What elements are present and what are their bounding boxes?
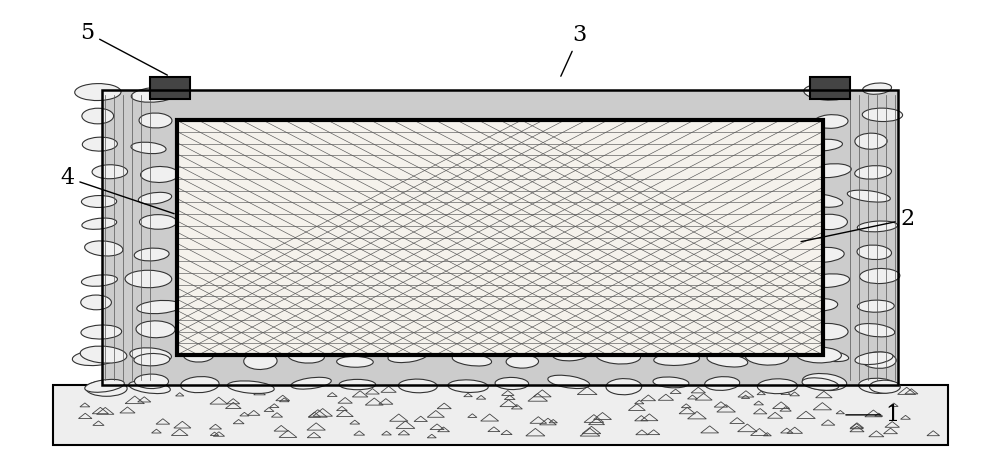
- Ellipse shape: [92, 165, 128, 179]
- Ellipse shape: [134, 248, 169, 261]
- Ellipse shape: [553, 349, 588, 361]
- Ellipse shape: [130, 348, 171, 363]
- Ellipse shape: [804, 84, 850, 100]
- Ellipse shape: [809, 164, 851, 178]
- Bar: [810, 77, 850, 99]
- Text: 2: 2: [801, 208, 915, 242]
- Ellipse shape: [82, 218, 117, 229]
- Bar: [102, 90, 898, 385]
- Ellipse shape: [75, 83, 121, 101]
- Ellipse shape: [847, 190, 890, 202]
- Ellipse shape: [81, 275, 117, 286]
- Ellipse shape: [803, 299, 838, 311]
- Ellipse shape: [134, 374, 169, 389]
- Ellipse shape: [134, 354, 170, 366]
- Ellipse shape: [869, 380, 900, 393]
- Ellipse shape: [398, 379, 437, 393]
- Ellipse shape: [802, 374, 847, 391]
- Ellipse shape: [82, 137, 117, 151]
- Ellipse shape: [857, 221, 898, 232]
- Ellipse shape: [653, 377, 689, 388]
- Ellipse shape: [855, 323, 895, 337]
- Ellipse shape: [596, 348, 641, 364]
- Ellipse shape: [855, 165, 891, 179]
- Bar: [102, 90, 898, 385]
- Ellipse shape: [548, 375, 590, 389]
- Ellipse shape: [388, 349, 428, 363]
- Ellipse shape: [137, 301, 181, 314]
- Ellipse shape: [707, 354, 748, 367]
- Ellipse shape: [139, 215, 177, 229]
- Ellipse shape: [859, 378, 897, 393]
- Ellipse shape: [862, 108, 903, 122]
- Ellipse shape: [139, 113, 172, 128]
- Ellipse shape: [452, 354, 492, 366]
- Ellipse shape: [807, 274, 850, 288]
- Ellipse shape: [141, 166, 179, 183]
- Ellipse shape: [807, 350, 849, 362]
- Ellipse shape: [244, 353, 277, 370]
- Ellipse shape: [339, 379, 376, 390]
- Ellipse shape: [81, 295, 111, 310]
- Ellipse shape: [798, 194, 843, 207]
- Ellipse shape: [227, 381, 274, 393]
- Bar: [177, 120, 823, 355]
- Ellipse shape: [757, 379, 797, 394]
- Ellipse shape: [796, 347, 841, 363]
- Ellipse shape: [72, 351, 116, 366]
- Ellipse shape: [81, 325, 122, 339]
- Ellipse shape: [129, 381, 170, 394]
- Ellipse shape: [807, 323, 848, 340]
- Ellipse shape: [801, 139, 842, 151]
- Ellipse shape: [495, 377, 529, 390]
- Ellipse shape: [337, 356, 373, 367]
- Ellipse shape: [855, 352, 893, 364]
- Ellipse shape: [288, 349, 324, 363]
- Ellipse shape: [448, 380, 488, 392]
- Text: 3: 3: [561, 24, 587, 76]
- Ellipse shape: [131, 142, 166, 154]
- Text: 5: 5: [80, 22, 167, 75]
- Ellipse shape: [85, 241, 123, 256]
- Bar: [150, 77, 190, 99]
- Ellipse shape: [291, 377, 331, 389]
- Ellipse shape: [86, 381, 127, 396]
- Ellipse shape: [857, 300, 894, 312]
- Ellipse shape: [811, 214, 847, 230]
- Ellipse shape: [136, 321, 175, 338]
- Ellipse shape: [802, 247, 844, 262]
- Ellipse shape: [138, 192, 172, 204]
- Ellipse shape: [862, 352, 896, 368]
- Ellipse shape: [802, 378, 839, 391]
- Ellipse shape: [181, 377, 219, 393]
- Ellipse shape: [863, 83, 892, 94]
- Ellipse shape: [654, 353, 700, 365]
- Ellipse shape: [855, 133, 887, 149]
- Ellipse shape: [85, 379, 124, 392]
- Ellipse shape: [705, 377, 740, 391]
- Ellipse shape: [506, 355, 539, 368]
- Ellipse shape: [857, 245, 892, 260]
- Bar: [177, 120, 823, 355]
- Bar: [53, 385, 948, 445]
- Bar: [177, 120, 823, 355]
- Ellipse shape: [860, 268, 900, 284]
- Ellipse shape: [80, 346, 127, 363]
- Ellipse shape: [131, 87, 178, 102]
- Ellipse shape: [82, 108, 114, 124]
- Ellipse shape: [125, 270, 172, 288]
- Ellipse shape: [745, 349, 789, 365]
- Ellipse shape: [81, 196, 117, 207]
- Text: 4: 4: [60, 167, 174, 214]
- Text: 1: 1: [846, 404, 900, 426]
- Ellipse shape: [606, 378, 642, 395]
- Ellipse shape: [814, 115, 848, 128]
- Ellipse shape: [183, 348, 214, 362]
